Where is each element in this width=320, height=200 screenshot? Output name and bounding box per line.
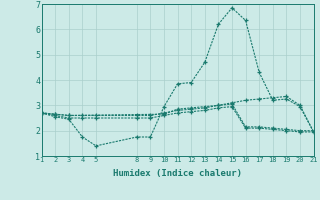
X-axis label: Humidex (Indice chaleur): Humidex (Indice chaleur)	[113, 169, 242, 178]
